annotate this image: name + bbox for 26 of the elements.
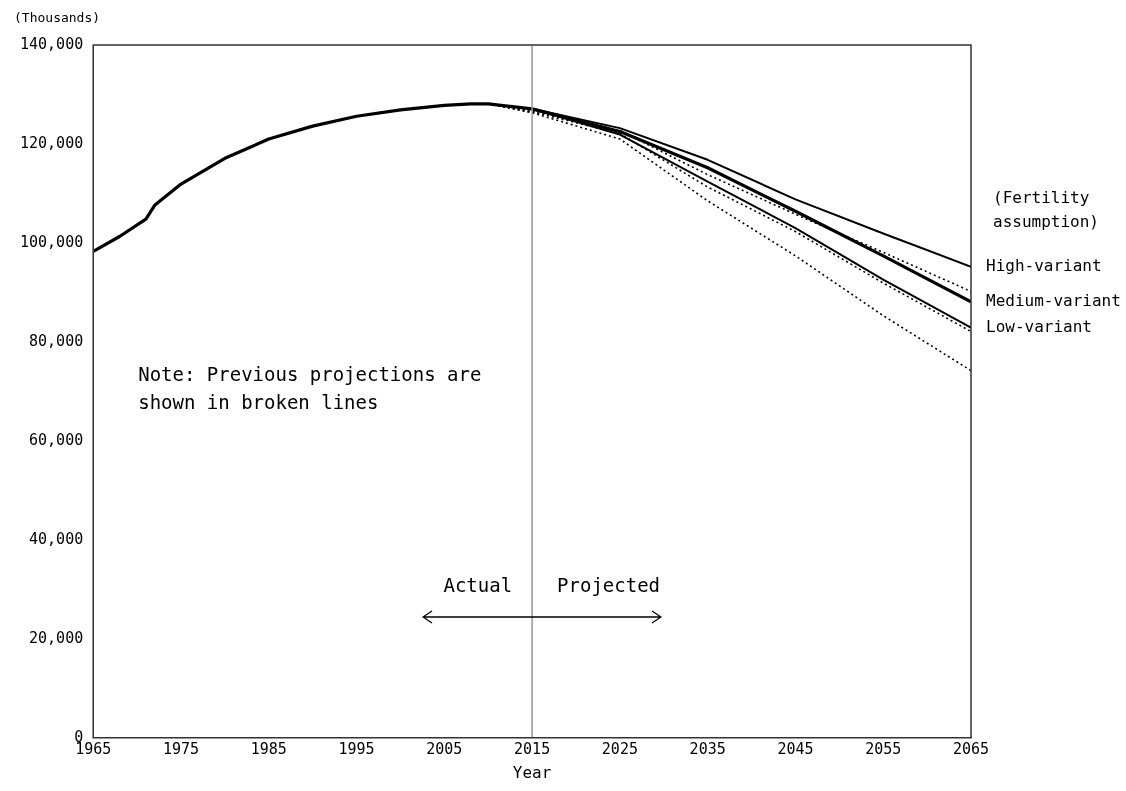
legend-title: (Fertility assumption) xyxy=(993,187,1099,231)
series-label: Low-variant xyxy=(986,316,1092,336)
x-tick-label: 1995 xyxy=(338,739,375,758)
x-tick-label: 2015 xyxy=(514,739,551,758)
x-tick-label: 1985 xyxy=(250,739,287,758)
y-tick-label: 40,000 xyxy=(29,529,84,548)
x-tick-label: 2025 xyxy=(601,739,638,758)
x-tick-label: 2055 xyxy=(865,739,902,758)
series-label: High-variant xyxy=(986,255,1102,275)
y-tick-label: 100,000 xyxy=(20,232,84,251)
x-tick-label: 2005 xyxy=(426,739,463,758)
y-axis-title: (Thousands) xyxy=(14,10,101,25)
y-tick-label: 60,000 xyxy=(29,430,84,449)
y-tick-label: 140,000 xyxy=(20,34,84,53)
y-tick-label: 80,000 xyxy=(29,331,84,350)
x-tick-label: 1975 xyxy=(162,739,200,758)
annotation: Projected xyxy=(557,574,661,597)
annotation: Note: Previous projections are shown in broken lines xyxy=(138,363,482,414)
x-tick-label: 2035 xyxy=(689,739,726,758)
x-tick-label: 2045 xyxy=(777,739,814,758)
x-axis-title: Year xyxy=(512,762,552,782)
x-tick-label: 2065 xyxy=(952,739,990,758)
series-label: Medium-variant xyxy=(986,290,1121,310)
y-tick-label: 20,000 xyxy=(29,628,84,647)
y-tick-label: 120,000 xyxy=(20,133,84,152)
annotation: Actual xyxy=(443,574,513,597)
